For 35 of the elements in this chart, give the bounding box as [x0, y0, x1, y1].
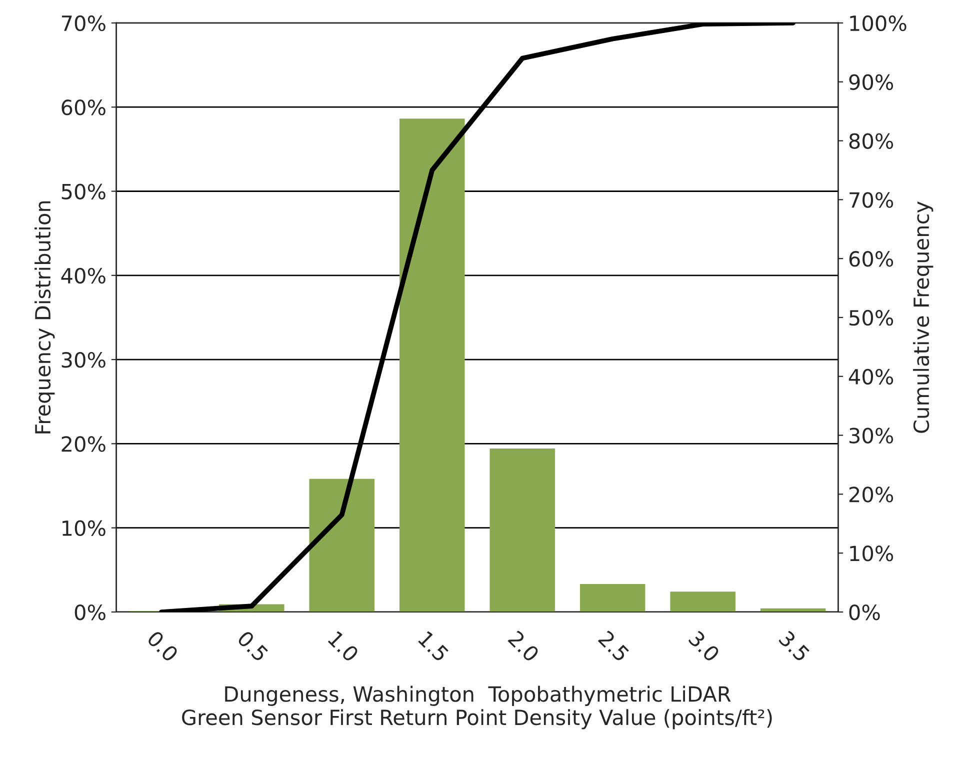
y-tick-label: 30% — [62, 352, 106, 368]
bar — [670, 592, 736, 612]
x-tick-label: 2.5 — [598, 630, 630, 662]
y-tick-label: 20% — [62, 436, 106, 452]
y2-tick-label: 90% — [849, 74, 894, 90]
y2-tick-label: 0% — [849, 604, 880, 620]
x-tick-label: 1.0 — [328, 630, 360, 663]
y-tick-label: 40% — [61, 268, 106, 284]
bar — [399, 118, 465, 612]
x-tick-label: 3.0 — [688, 630, 720, 663]
y-tick-label: 60% — [62, 100, 106, 116]
x-tick-label: 0.0 — [146, 630, 180, 663]
y-tick-label: 0% — [74, 604, 106, 620]
x-tick-label: 0.5 — [236, 630, 269, 662]
bar — [580, 584, 646, 612]
x-tick-label: 3.5 — [778, 630, 810, 662]
y2-axis-title: Cumulative Frequency — [913, 202, 934, 433]
x-tick-label: 1.5 — [418, 630, 450, 662]
y-tick-label: 10% — [62, 520, 106, 536]
bar — [490, 448, 555, 612]
x-axis-title: Dungeness, Washington Topobathymetric LiDAR Green Sensor First Return Point Density Value (points/ft²) — [182, 686, 772, 730]
y2-tick-label: 80% — [849, 133, 894, 149]
y2-tick-label: 30% — [849, 428, 894, 444]
x-tick-label: 2.0 — [507, 630, 540, 663]
y-axis-title: Frequency Distribution — [34, 201, 55, 434]
y2-tick-label: 70% — [850, 192, 894, 208]
y-tick-label: 70% — [62, 15, 106, 32]
y2-tick-label: 10% — [850, 546, 894, 562]
bar — [309, 478, 375, 612]
y2-tick-label: 50% — [850, 310, 894, 326]
y2-tick-label: 100% — [850, 15, 906, 32]
y2-tick-label: 40% — [848, 368, 894, 385]
y2-tick-label: 20% — [849, 486, 894, 502]
y2-tick-label: 60% — [849, 251, 894, 267]
y-tick-label: 50% — [62, 184, 106, 200]
